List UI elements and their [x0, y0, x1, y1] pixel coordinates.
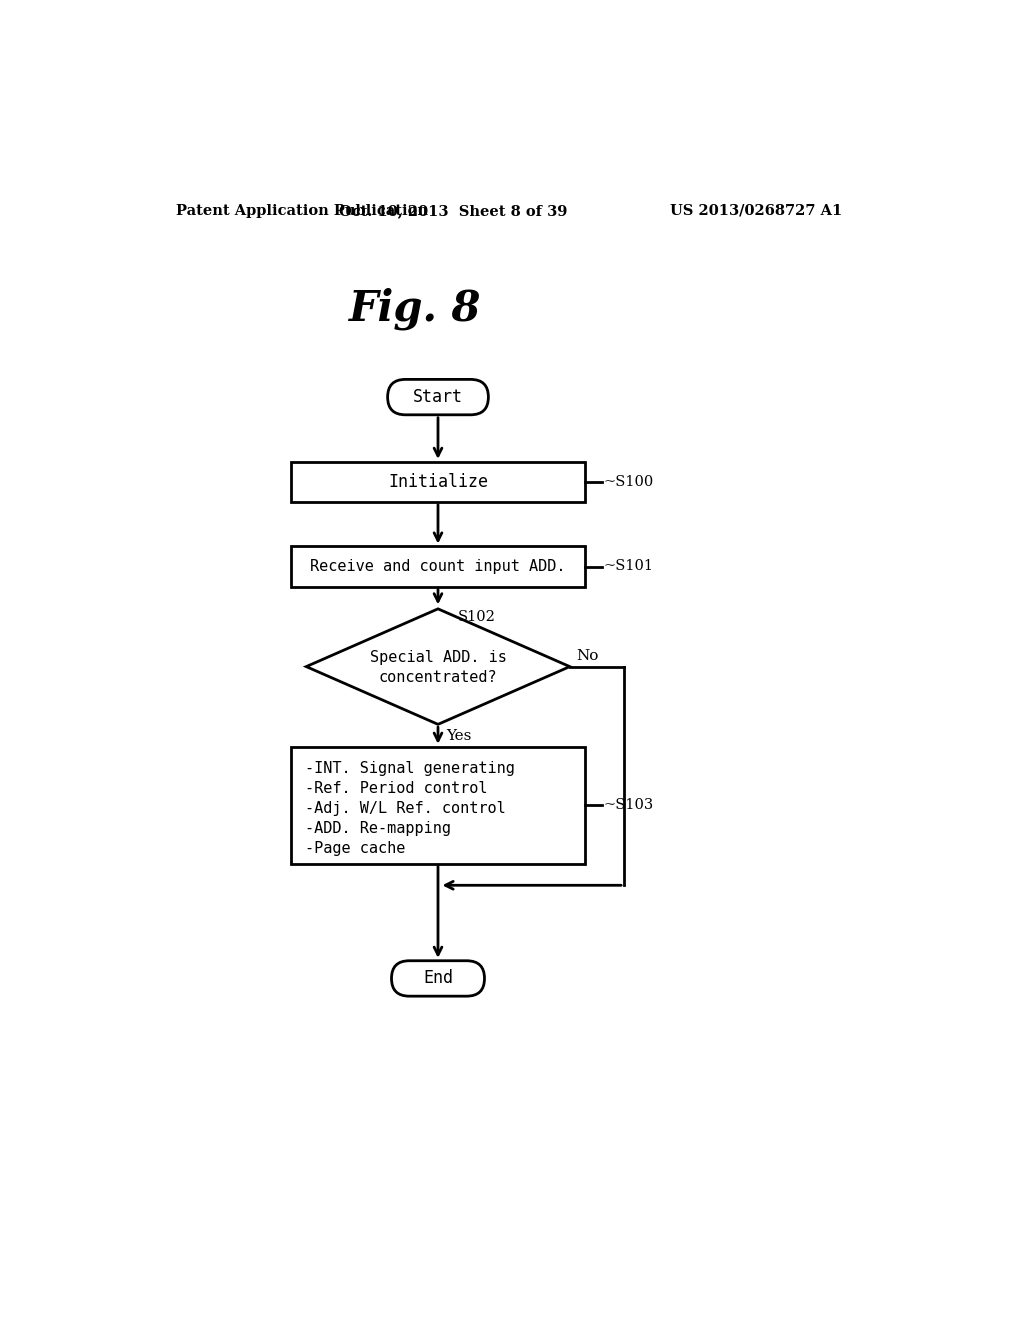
Text: ~S101: ~S101 — [604, 560, 654, 573]
Text: concentrated?: concentrated? — [379, 669, 498, 685]
Text: Patent Application Publication: Patent Application Publication — [176, 203, 428, 218]
Bar — [291, 747, 586, 863]
FancyBboxPatch shape — [391, 961, 484, 997]
Polygon shape — [306, 609, 569, 725]
Text: Receive and count input ADD.: Receive and count input ADD. — [310, 558, 565, 574]
Text: Initialize: Initialize — [388, 473, 488, 491]
Text: ~S100: ~S100 — [604, 475, 654, 488]
Text: US 2013/0268727 A1: US 2013/0268727 A1 — [671, 203, 843, 218]
Text: Special ADD. is: Special ADD. is — [370, 649, 507, 665]
Text: No: No — [575, 649, 598, 663]
Text: -Page cache: -Page cache — [305, 841, 406, 855]
Text: Oct. 10, 2013  Sheet 8 of 39: Oct. 10, 2013 Sheet 8 of 39 — [339, 203, 567, 218]
Text: Yes: Yes — [445, 729, 471, 743]
Bar — [291, 546, 586, 586]
Text: -Adj. W/L Ref. control: -Adj. W/L Ref. control — [305, 801, 506, 816]
Text: Start: Start — [413, 388, 463, 407]
Text: S102: S102 — [458, 610, 496, 623]
Text: -ADD. Re-mapping: -ADD. Re-mapping — [305, 821, 451, 836]
Text: End: End — [423, 969, 453, 987]
Text: ~S103: ~S103 — [604, 799, 654, 812]
Text: -Ref. Period control: -Ref. Period control — [305, 780, 487, 796]
Bar — [291, 462, 586, 502]
Text: -INT. Signal generating: -INT. Signal generating — [305, 760, 515, 776]
Text: Fig. 8: Fig. 8 — [348, 288, 481, 330]
FancyBboxPatch shape — [388, 379, 488, 414]
